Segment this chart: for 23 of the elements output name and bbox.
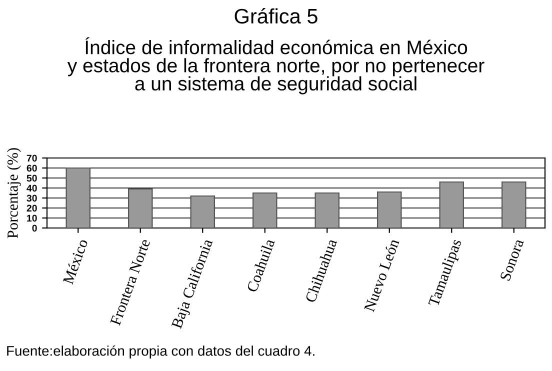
bar	[252, 192, 278, 228]
bar	[439, 181, 464, 228]
bar	[501, 181, 526, 228]
source-note: Fuente:elaboración propia con datos del cuadro 4.	[7, 345, 314, 359]
x-tick-label: México	[62, 238, 88, 285]
y-tick-label: 10	[27, 214, 37, 222]
x-tick-label: Nuevo León	[364, 238, 400, 312]
y-tick-label: 50	[26, 174, 37, 182]
chart-subtitle: Índice de informalidad económica en México y estados de la frontera norte, por no pertenecer a un sistema de seguridad social	[67, 37, 484, 94]
y-tick-label: 40	[26, 184, 37, 192]
y-tick-label: 0	[32, 224, 37, 232]
bar	[376, 191, 402, 228]
bar	[66, 167, 91, 228]
bar	[128, 188, 153, 228]
bar	[314, 192, 340, 228]
y-tick-label: 60	[26, 164, 37, 172]
y-tick-label: 70	[26, 154, 37, 162]
chart-title: Gráfica 5	[234, 8, 318, 24]
y-tick-label: 30	[26, 194, 37, 202]
bar	[190, 195, 216, 228]
y-tick-label: 20	[26, 204, 37, 212]
y-axis-title: Porcentaje (%)	[7, 148, 21, 238]
x-tick-label: Sonora	[500, 238, 524, 282]
